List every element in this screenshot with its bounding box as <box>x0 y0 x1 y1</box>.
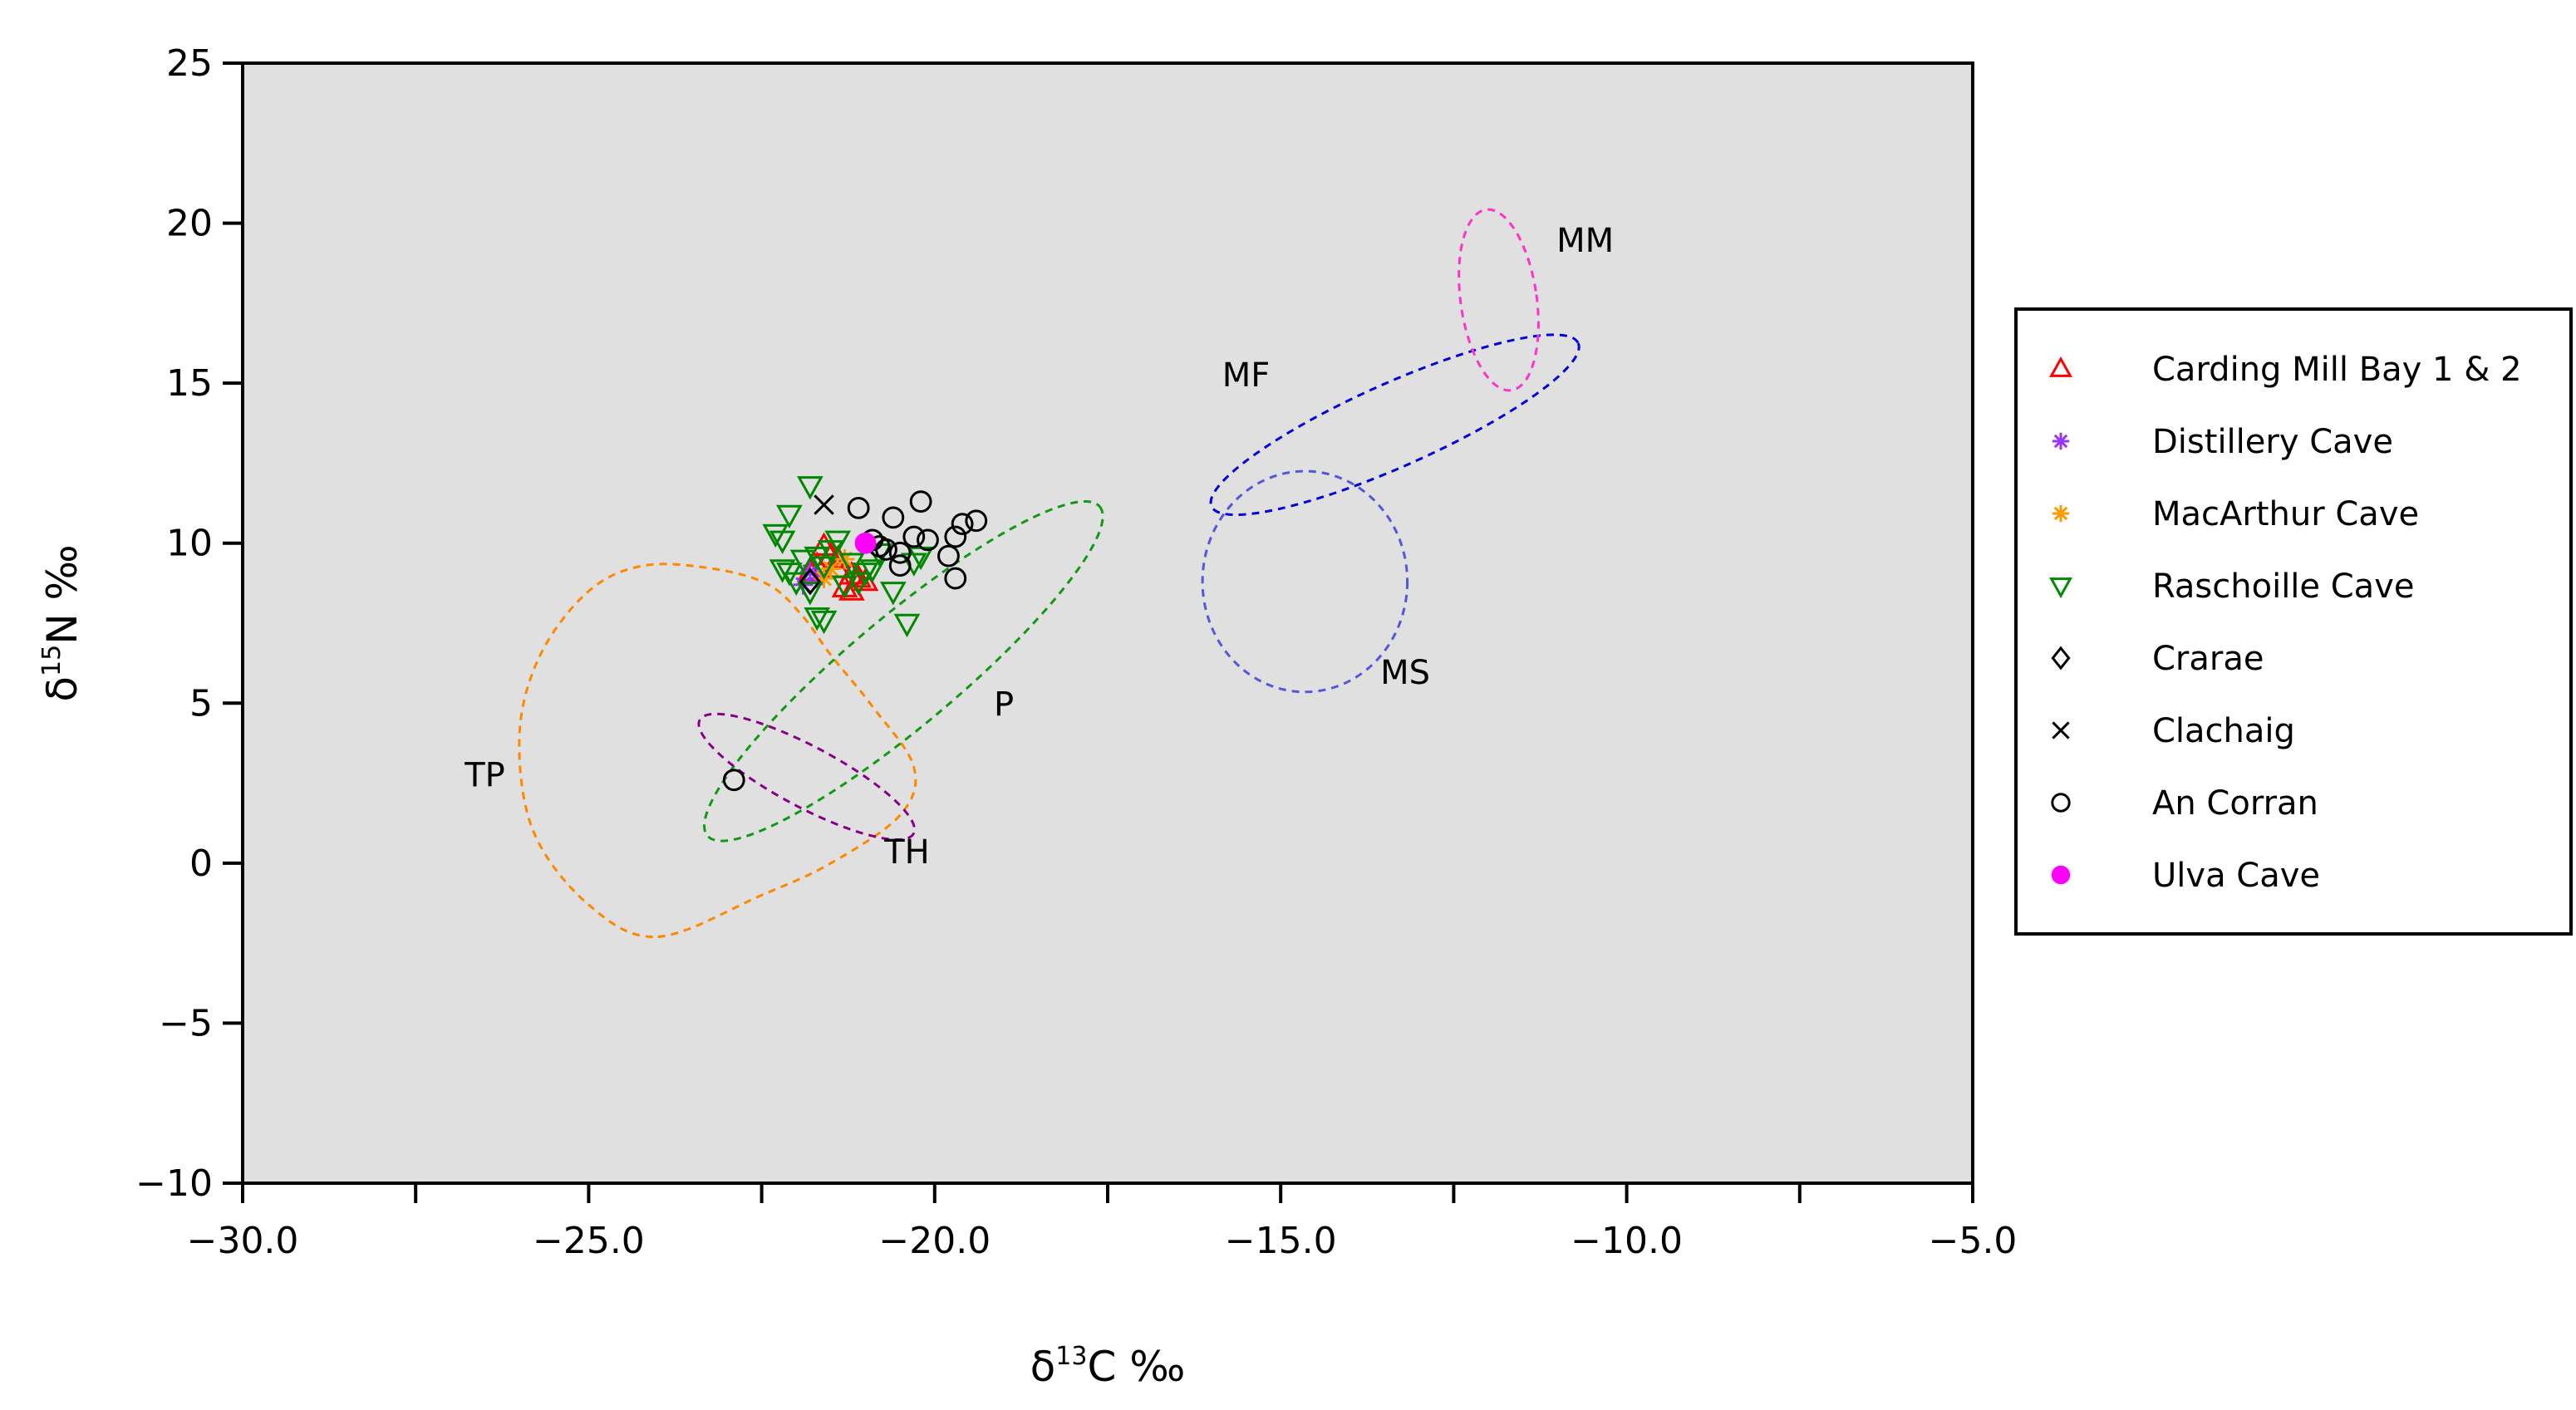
point-ulva-cave <box>854 532 877 554</box>
y-tick-label: −5 <box>159 1002 213 1044</box>
legend-label-ulva-cave: Ulva Cave <box>2152 857 2320 895</box>
region-ms-label: MS <box>1380 654 1430 692</box>
point-an-corran <box>847 496 870 519</box>
legend-label-an-corran: An Corran <box>2152 784 2318 823</box>
point-raschoille-cave <box>818 540 844 564</box>
x-axis: −30.0 −25.0 −20.0 −15.0 −10.0 −5.0 <box>187 1183 2018 1262</box>
series-ulva-cave <box>854 532 877 554</box>
x-tick-label: −20.0 <box>878 1220 991 1262</box>
legend-item-distillery-cave: Distillery Cave <box>2052 423 2393 461</box>
y-tick-label: 20 <box>166 203 213 245</box>
y-tick-label: 10 <box>166 523 213 565</box>
region-p-ellipse <box>703 499 1104 843</box>
y-axis: −10 −5 0 5 10 15 20 25 <box>135 42 243 1205</box>
legend-item-crarae: Crarae <box>2051 640 2264 678</box>
point-an-corran <box>937 544 960 567</box>
legend-marker-clachaig <box>2052 721 2070 739</box>
point-an-corran <box>951 513 974 536</box>
region-ms-ellipse <box>1201 469 1409 694</box>
region-tp-outline <box>518 563 917 938</box>
x-tick-label: −5.0 <box>1929 1220 2018 1262</box>
legend-item-macarthur-cave: MacArthur Cave <box>2052 495 2419 533</box>
point-an-corran <box>888 541 912 564</box>
legend-label-carding-mill-bay-1-2: Carding Mill Bay 1 & 2 <box>2152 351 2522 389</box>
point-an-corran <box>909 490 932 513</box>
point-raschoille-cave <box>797 476 823 500</box>
point-raschoille-cave <box>858 559 886 583</box>
legend-marker-crarae <box>2051 646 2071 671</box>
point-raschoille-cave <box>789 549 817 574</box>
region-th-label: TH <box>883 833 930 872</box>
point-raschoille-cave <box>845 572 873 597</box>
y-tick-label: 5 <box>189 682 213 725</box>
legend-label-raschoille-cave: Raschoille Cave <box>2152 567 2414 606</box>
region-p-label: P <box>994 686 1014 725</box>
legend-item-clachaig: Clachaig <box>2052 712 2295 750</box>
legend-item-carding-mill-bay-1-2: Carding Mill Bay 1 & 2 <box>2049 351 2522 389</box>
legend-box <box>2014 307 2573 936</box>
point-macarthur-cave <box>820 558 841 579</box>
legend-marker-an-corran <box>2051 793 2071 813</box>
region-mf-ellipse <box>1209 333 1581 517</box>
point-an-corran <box>902 525 926 548</box>
point-raschoille-cave <box>810 610 838 635</box>
series-clachaig <box>814 494 834 515</box>
point-an-corran <box>722 769 745 792</box>
legend-marker-macarthur-cave <box>2052 504 2070 523</box>
region-tp-label: TP <box>464 756 505 794</box>
x-tick-label: −10.0 <box>1571 1220 1683 1262</box>
point-clachaig <box>814 494 834 515</box>
point-raschoille-cave <box>776 504 803 529</box>
y-tick-label: 0 <box>189 843 213 885</box>
point-raschoille-cave <box>769 559 796 583</box>
point-an-corran <box>882 506 905 529</box>
y-axis-title: δ15N ‰ <box>37 544 86 701</box>
point-an-corran <box>944 567 967 590</box>
point-an-corran <box>944 525 967 548</box>
x-tick-label: −15.0 <box>1225 1220 1337 1262</box>
regions-layer: TP P TH MF MS MM <box>464 208 1614 938</box>
y-tick-label: 25 <box>166 42 213 85</box>
legend-marker-carding-mill-bay-1-2 <box>2049 356 2072 377</box>
point-raschoille-cave <box>804 607 831 631</box>
points-layer <box>722 476 988 792</box>
point-an-corran <box>917 528 939 552</box>
legend-label-macarthur-cave: MacArthur Cave <box>2152 495 2419 533</box>
legend-item-raschoille-cave: Raschoille Cave <box>2049 567 2414 606</box>
legend-marker-raschoille-cave <box>2049 577 2072 599</box>
point-raschoille-cave <box>797 582 823 606</box>
region-th-ellipse <box>697 712 917 842</box>
y-tick-label: 15 <box>166 362 213 405</box>
point-crarae <box>799 567 822 596</box>
plot-area <box>243 63 1973 1183</box>
legend-item-an-corran: An Corran <box>2051 784 2318 823</box>
point-an-corran <box>888 554 912 577</box>
x-axis-title: δ13C ‰ <box>1030 1342 1186 1391</box>
region-mm-ellipse <box>1458 208 1540 392</box>
legend-label-clachaig: Clachaig <box>2152 712 2295 750</box>
legend-items: Carding Mill Bay 1 & 2 Distillery Cave Mac… <box>2049 351 2522 895</box>
legend-marker-distillery-cave <box>2052 432 2070 450</box>
point-raschoille-cave <box>893 613 921 638</box>
point-raschoille-cave <box>769 530 796 554</box>
region-mf-label: MF <box>1222 356 1271 395</box>
legend: Carding Mill Bay 1 & 2 Distillery Cave Mac… <box>2014 307 2573 936</box>
point-raschoille-cave <box>810 556 838 580</box>
series-crarae <box>799 567 822 596</box>
region-mm-label: MM <box>1556 222 1614 260</box>
x-tick-label: −30.0 <box>187 1220 299 1262</box>
legend-marker-ulva-cave <box>2051 865 2071 885</box>
legend-label-crarae: Crarae <box>2152 640 2264 678</box>
point-raschoille-cave <box>831 575 858 599</box>
y-tick-label: −10 <box>135 1162 213 1205</box>
point-raschoille-cave <box>762 523 789 548</box>
legend-item-ulva-cave: Ulva Cave <box>2051 857 2320 895</box>
point-raschoille-cave <box>879 582 907 606</box>
x-tick-label: −25.0 <box>533 1220 645 1262</box>
point-an-corran <box>965 509 988 533</box>
legend-label-distillery-cave: Distillery Cave <box>2152 423 2393 461</box>
